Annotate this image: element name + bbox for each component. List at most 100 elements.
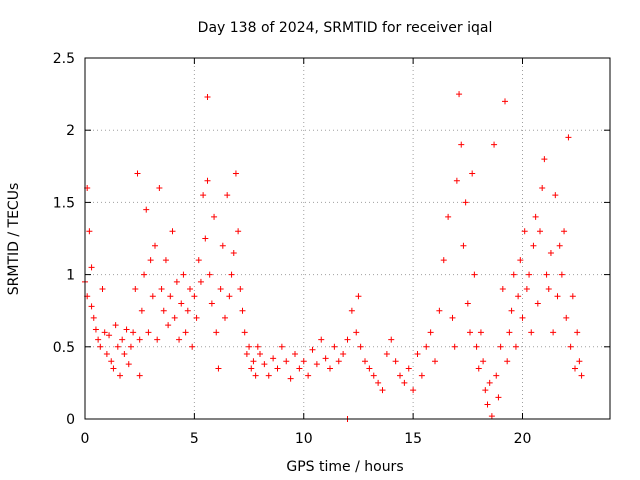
data-point: [458, 141, 465, 148]
data-point: [309, 346, 316, 353]
data-point: [526, 271, 533, 278]
data-point: [202, 235, 209, 242]
data-points: [82, 91, 585, 422]
data-point: [278, 343, 285, 350]
data-point: [296, 365, 303, 372]
data-point: [517, 257, 524, 264]
data-point: [147, 257, 154, 264]
data-point: [132, 286, 139, 293]
data-point: [523, 286, 530, 293]
data-point: [521, 228, 528, 235]
data-point: [578, 372, 585, 379]
x-tick-label: 15: [404, 431, 422, 447]
data-point: [130, 329, 137, 336]
data-point: [270, 355, 277, 362]
data-point: [99, 286, 106, 293]
x-tick-label: 20: [514, 431, 532, 447]
data-point: [322, 355, 329, 362]
data-point: [154, 336, 161, 343]
data-point: [92, 326, 99, 333]
data-point: [160, 307, 167, 314]
data-point: [191, 293, 198, 300]
data-point: [252, 372, 259, 379]
data-point: [545, 286, 552, 293]
data-point: [248, 365, 255, 372]
data-point: [449, 314, 456, 321]
data-point: [189, 343, 196, 350]
data-point: [355, 293, 362, 300]
data-point: [427, 329, 434, 336]
data-point: [103, 351, 110, 358]
data-point: [287, 375, 294, 382]
data-point: [344, 336, 351, 343]
data-point: [464, 300, 471, 307]
y-tick-label: 2.5: [53, 51, 75, 67]
y-tick-label: 0.5: [53, 340, 75, 356]
data-point: [318, 336, 325, 343]
x-tick-label: 5: [190, 431, 199, 447]
data-point: [475, 365, 482, 372]
data-point: [119, 336, 126, 343]
data-point: [243, 351, 250, 358]
data-point: [152, 242, 158, 249]
data-point: [125, 361, 132, 368]
data-point: [401, 379, 408, 386]
data-point: [547, 249, 554, 256]
data-point: [136, 336, 143, 343]
data-point: [204, 93, 211, 100]
data-point: [574, 329, 581, 336]
data-point: [456, 91, 463, 98]
axis-ticks: 0 5 10 15 20 0 0.5 1 1.5 2 2.5: [53, 51, 610, 447]
data-point: [331, 343, 338, 350]
y-tick-label: 1.5: [53, 195, 75, 211]
data-point: [497, 343, 504, 350]
data-point: [432, 358, 438, 365]
data-point: [127, 343, 134, 350]
data-point: [224, 192, 231, 199]
data-point: [101, 329, 108, 336]
data-point: [445, 213, 452, 220]
data-point: [136, 372, 143, 379]
data-point: [182, 329, 189, 336]
data-point: [156, 184, 163, 191]
data-point: [88, 264, 95, 271]
data-point: [254, 343, 261, 350]
data-point: [366, 365, 373, 372]
data-point: [530, 242, 537, 249]
data-point: [552, 192, 559, 199]
data-point: [515, 293, 522, 300]
chart-title: Day 138 of 2024, SRMTID for receiver iqa…: [198, 20, 493, 36]
x-tick-label: 0: [81, 431, 90, 447]
data-point: [388, 336, 395, 343]
data-point: [519, 314, 526, 321]
data-point: [473, 343, 480, 350]
data-point: [117, 372, 123, 379]
data-point: [283, 358, 290, 365]
data-point: [453, 177, 460, 184]
y-tick-label: 2: [66, 123, 75, 139]
data-point: [230, 249, 237, 256]
data-point: [414, 351, 421, 358]
data-point: [165, 322, 172, 329]
data-point: [504, 358, 511, 365]
data-point: [469, 170, 476, 177]
data-point: [502, 98, 508, 105]
data-point: [265, 372, 272, 379]
data-point: [495, 394, 502, 401]
data-point: [274, 365, 281, 372]
data-point: [510, 271, 517, 278]
data-point: [169, 228, 176, 235]
data-point: [379, 387, 386, 394]
data-point: [327, 365, 333, 372]
y-tick-label: 1: [66, 268, 75, 284]
data-point: [217, 286, 224, 293]
data-point: [149, 293, 156, 300]
data-point: [348, 307, 355, 314]
data-point: [370, 372, 377, 379]
data-point: [257, 351, 263, 358]
data-point: [261, 361, 268, 368]
data-point: [112, 322, 119, 329]
data-point: [158, 286, 165, 293]
data-point: [206, 271, 213, 278]
data-point: [145, 329, 152, 336]
